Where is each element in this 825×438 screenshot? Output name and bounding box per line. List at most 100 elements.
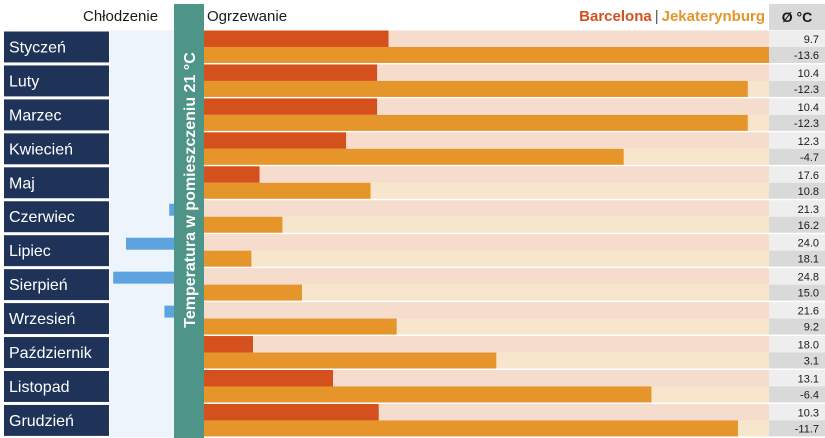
avg-cell-barcelona-grudzien xyxy=(769,403,825,421)
month-label-styczen: Styczeń xyxy=(9,39,66,56)
barcelona-track-pazdziernik xyxy=(204,336,769,353)
avg-value-barcelona-wrzesien: 21.6 xyxy=(798,306,819,318)
avg-cell-barcelona-listopad xyxy=(769,370,825,387)
avg-cell-barcelona-lipiec xyxy=(769,234,825,251)
avg-cell-jekaterynburg-luty xyxy=(769,80,825,97)
heating-header: Ogrzewanie xyxy=(207,8,288,25)
avg-value-jekaterynburg-grudzien: -11.7 xyxy=(795,423,819,435)
month-label-luty: Luty xyxy=(9,73,39,90)
jekaterynburg-heating-bar-lipiec xyxy=(204,250,252,267)
avg-cell-barcelona-pazdziernik xyxy=(769,336,825,353)
avg-cell-jekaterynburg-wrzesien xyxy=(769,318,825,335)
month-box-lipiec xyxy=(4,235,109,267)
jekaterynburg-heating-bar-kwiecien xyxy=(204,148,624,165)
month-label-czerwiec: Czerwiec xyxy=(9,209,75,226)
avg-value-jekaterynburg-kwiecien: -4.7 xyxy=(800,152,819,164)
month-label-listopad: Listopad xyxy=(9,379,70,396)
avg-value-barcelona-styczen: 9.7 xyxy=(804,34,819,46)
legend: Barcelona | Jekaterynburg xyxy=(579,8,765,25)
month-box-styczen xyxy=(4,31,109,63)
barcelona-heating-bar-grudzien xyxy=(204,403,379,421)
threshold-band xyxy=(174,4,204,438)
avg-cell-jekaterynburg-marzec xyxy=(769,114,825,131)
barcelona-heating-bar-pazdziernik xyxy=(204,336,253,353)
month-box-kwiecien xyxy=(4,133,109,165)
month-label-marzec: Marzec xyxy=(9,107,61,124)
avg-value-barcelona-czerwiec: 21.3 xyxy=(798,204,819,216)
month-box-grudzien xyxy=(4,404,109,436)
avg-cell-barcelona-luty xyxy=(769,64,825,81)
barcelona-cooling-bar-sierpien xyxy=(113,271,174,284)
avg-value-barcelona-sierpien: 24.8 xyxy=(798,272,819,284)
avg-value-jekaterynburg-maj: 10.8 xyxy=(798,186,819,198)
jekaterynburg-heating-bar-maj xyxy=(204,182,371,199)
avg-value-barcelona-listopad: 13.1 xyxy=(798,374,819,386)
month-box-listopad xyxy=(4,371,109,402)
barcelona-heating-bar-marzec xyxy=(204,98,378,115)
month-box-sierpien xyxy=(4,269,109,301)
barcelona-track-sierpien xyxy=(204,268,769,285)
legend-barcelona: Barcelona xyxy=(579,8,652,25)
barcelona-track-listopad xyxy=(204,370,769,387)
avg-cell-jekaterynburg-maj xyxy=(769,182,825,199)
avg-cell-barcelona-maj xyxy=(769,166,825,183)
avg-cell-barcelona-styczen xyxy=(769,30,825,47)
avg-value-jekaterynburg-lipiec: 18.1 xyxy=(798,254,819,266)
avg-value-barcelona-grudzien: 10.3 xyxy=(798,407,819,419)
barcelona-heating-bar-listopad xyxy=(204,370,334,387)
avg-value-barcelona-marzec: 10.4 xyxy=(798,102,819,114)
barcelona-track-czerwiec xyxy=(204,200,769,217)
barcelona-heating-bar-maj xyxy=(204,166,260,183)
month-box-maj xyxy=(4,167,109,199)
avg-cell-jekaterynburg-czerwiec xyxy=(769,216,825,233)
avg-cell-jekaterynburg-listopad xyxy=(769,386,825,403)
month-label-maj: Maj xyxy=(9,175,35,192)
month-box-marzec xyxy=(4,99,109,131)
avg-value-jekaterynburg-listopad: -6.4 xyxy=(800,390,819,402)
month-box-czerwiec xyxy=(4,201,109,233)
avg-value-barcelona-pazdziernik: 18.0 xyxy=(798,340,819,352)
avg-value-jekaterynburg-czerwiec: 16.2 xyxy=(798,220,819,232)
barcelona-track-maj xyxy=(204,166,769,183)
avg-cell-jekaterynburg-grudzien xyxy=(769,420,825,437)
cooling-track xyxy=(110,30,174,438)
avg-cell-jekaterynburg-lipiec xyxy=(769,250,825,267)
avg-cell-jekaterynburg-styczen xyxy=(769,46,825,63)
legend-separator: | xyxy=(654,8,659,25)
barcelona-cooling-bar-lipiec xyxy=(126,237,174,250)
barcelona-heating-bar-luty xyxy=(204,64,378,81)
month-box-wrzesien xyxy=(4,303,109,335)
avg-cell-jekaterynburg-pazdziernik xyxy=(769,352,825,369)
month-box-pazdziernik xyxy=(4,337,109,368)
legend-jekaterynburg: Jekaterynburg xyxy=(661,8,765,25)
month-label-kwiecien: Kwiecień xyxy=(9,141,73,158)
jekaterynburg-heating-bar-listopad xyxy=(204,386,652,403)
avg-value-barcelona-kwiecien: 12.3 xyxy=(798,136,819,148)
avg-cell-barcelona-czerwiec xyxy=(769,200,825,217)
avg-cell-barcelona-sierpien xyxy=(769,268,825,285)
avg-value-jekaterynburg-pazdziernik: 3.1 xyxy=(804,356,819,368)
barcelona-cooling-bar-czerwiec xyxy=(169,203,174,216)
jekaterynburg-heating-bar-pazdziernik xyxy=(204,352,497,369)
avg-cell-barcelona-wrzesien xyxy=(769,302,825,319)
jekaterynburg-track-czerwiec xyxy=(204,216,769,233)
barcelona-cooling-bar-wrzesien xyxy=(164,305,174,318)
jekaterynburg-track-lipiec xyxy=(204,250,769,267)
barcelona-track-lipiec xyxy=(204,234,769,251)
avg-temp-header: Ø °C xyxy=(769,4,825,30)
avg-value-barcelona-lipiec: 24.0 xyxy=(798,238,819,250)
avg-value-jekaterynburg-luty: -12.3 xyxy=(794,84,819,96)
month-label-pazdziernik: Październik xyxy=(9,345,93,362)
avg-value-jekaterynburg-styczen: -13.6 xyxy=(794,50,819,62)
jekaterynburg-heating-bar-grudzien xyxy=(204,420,738,437)
threshold-label: Temperatura w pomieszczeniu 21 °C xyxy=(182,52,199,328)
barcelona-heating-bar-styczen xyxy=(204,30,389,47)
jekaterynburg-heating-bar-marzec xyxy=(204,114,748,131)
month-label-grudzien: Grudzień xyxy=(9,413,74,430)
avg-value-jekaterynburg-marzec: -12.3 xyxy=(794,118,819,130)
avg-cell-jekaterynburg-kwiecien xyxy=(769,148,825,165)
avg-value-barcelona-maj: 17.6 xyxy=(798,170,819,182)
avg-value-jekaterynburg-sierpien: 15.0 xyxy=(798,288,819,300)
avg-cell-barcelona-marzec xyxy=(769,98,825,115)
jekaterynburg-heating-bar-czerwiec xyxy=(204,216,283,233)
